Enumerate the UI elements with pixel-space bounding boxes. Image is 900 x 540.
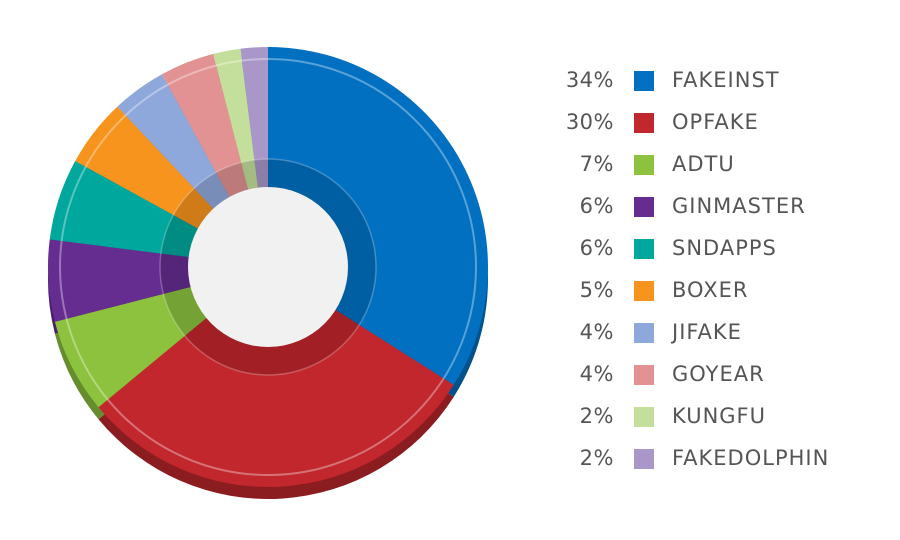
legend-label: OPFAKE (672, 110, 759, 134)
legend-item: 2% FAKEDOLPHIN (548, 438, 878, 480)
legend-item: 2% KUNGFU (548, 396, 878, 438)
legend-swatch (634, 71, 654, 91)
legend-swatch (634, 449, 654, 469)
legend-swatch (634, 365, 654, 385)
chart-legend: 34% FAKEINST 30% OPFAKE 7% ADTU 6% GINMASTER 6% S… (548, 60, 878, 480)
legend-percent: 34% (565, 68, 614, 92)
legend-label: GOYEAR (672, 362, 765, 386)
legend-swatch (634, 113, 654, 133)
legend-item: 6% SNDAPPS (548, 228, 878, 270)
slice-opfake (98, 267, 454, 487)
legend-swatch (634, 281, 654, 301)
donut-hole (188, 187, 348, 347)
legend-percent: 5% (579, 278, 614, 302)
legend-percent: 2% (579, 446, 614, 470)
legend-item: 34% FAKEINST (548, 60, 878, 102)
legend-label: FAKEDOLPHIN (672, 446, 830, 470)
legend-percent: 6% (579, 236, 614, 260)
inner-ring-edge (159, 158, 377, 376)
legend-percent: 6% (579, 194, 614, 218)
legend-label: BOXER (672, 278, 749, 302)
legend-item: 7% ADTU (548, 144, 878, 186)
legend-item: 4% GOYEAR (548, 354, 878, 396)
legend-percent: 7% (579, 152, 614, 176)
legend-label: SNDAPPS (672, 236, 777, 260)
slice-ginmaster (48, 239, 268, 322)
legend-swatch (634, 197, 654, 217)
legend-percent: 2% (579, 404, 614, 428)
legend-swatch (634, 323, 654, 343)
legend-percent: 4% (579, 362, 614, 386)
legend-label: GINMASTER (672, 194, 806, 218)
legend-swatch (634, 239, 654, 259)
legend-item: 6% GINMASTER (548, 186, 878, 228)
legend-label: FAKEINST (672, 68, 780, 92)
legend-label: JIFAKE (672, 320, 742, 344)
legend-label: ADTU (672, 152, 735, 176)
legend-percent: 30% (565, 110, 614, 134)
legend-item: 4% JIFAKE (548, 312, 878, 354)
legend-percent: 4% (579, 320, 614, 344)
legend-item: 30% OPFAKE (548, 102, 878, 144)
legend-swatch (634, 155, 654, 175)
legend-item: 5% BOXER (548, 270, 878, 312)
legend-label: KUNGFU (672, 404, 767, 428)
highlight-ring (59, 58, 477, 476)
legend-swatch (634, 407, 654, 427)
